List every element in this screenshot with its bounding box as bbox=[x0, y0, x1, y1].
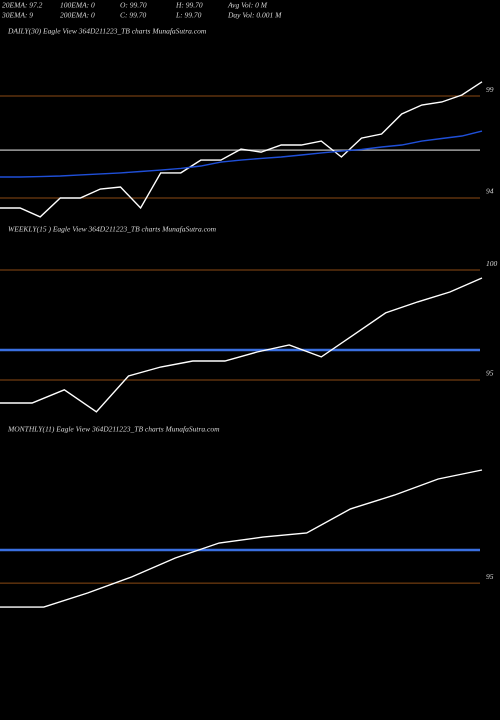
panel-title: MONTHLY(11) Eagle View 364D211223_TB cha… bbox=[7, 425, 220, 434]
panel-title: WEEKLY(15 ) Eagle View 364D211223_TB cha… bbox=[8, 225, 217, 234]
panel-title: DAILY(30) Eagle View 364D211223_TB chart… bbox=[7, 27, 207, 36]
header-stat: L: 99.70 bbox=[175, 11, 202, 20]
y-tick-label: 99 bbox=[486, 85, 494, 94]
header-stat: 200EMA: 0 bbox=[60, 11, 95, 20]
y-tick-label: 95 bbox=[486, 572, 494, 581]
header-stat: Day Vol: 0.001 M bbox=[227, 11, 282, 20]
header-stat: 100EMA: 0 bbox=[60, 1, 95, 10]
price-line bbox=[0, 81, 483, 218]
y-tick-label: 94 bbox=[486, 187, 494, 196]
y-tick-label: 100 bbox=[486, 259, 498, 268]
y-tick-label: 95 bbox=[486, 369, 494, 378]
price-line bbox=[0, 277, 483, 413]
header-stat: H: 99.70 bbox=[175, 1, 203, 10]
header-stat: 20EMA: 97.2 bbox=[2, 1, 43, 10]
price-line bbox=[0, 469, 483, 608]
header-stat: C: 99.70 bbox=[120, 11, 147, 20]
header-stat: O: 99.70 bbox=[120, 1, 147, 10]
header-stat: 30EMA: 9 bbox=[1, 11, 33, 20]
price-line bbox=[0, 130, 483, 178]
header-stat: Avg Vol: 0 M bbox=[227, 1, 268, 10]
